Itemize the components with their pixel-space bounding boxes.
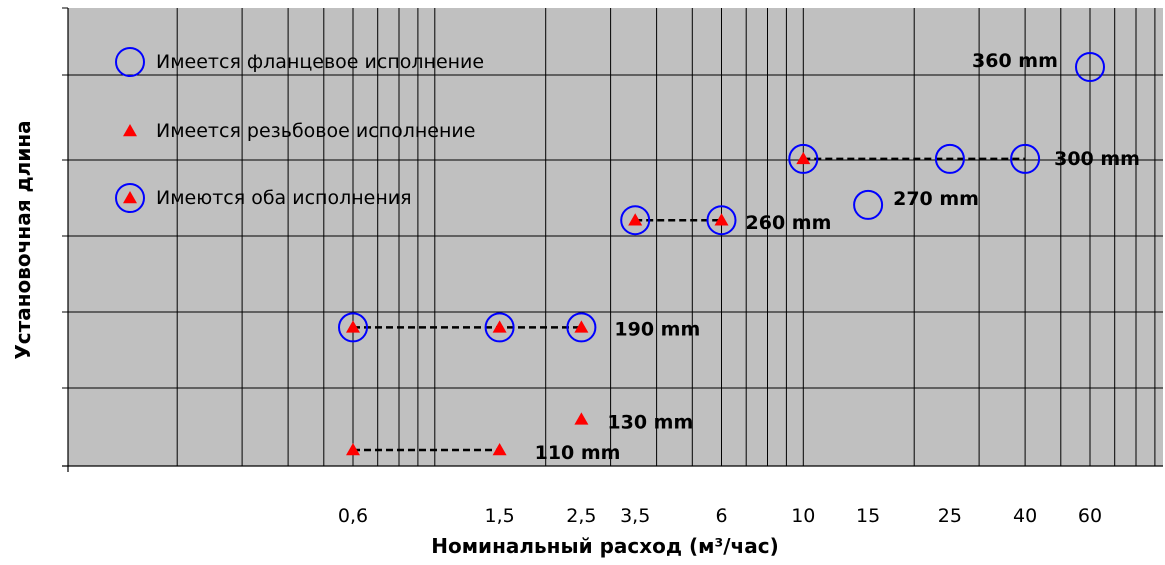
circle-marker	[706, 205, 737, 236]
x-tick-label: 40	[1013, 505, 1037, 527]
data-label: 360 mm	[972, 50, 1058, 72]
triangle-marker	[123, 191, 137, 204]
data-label: 270 mm	[893, 188, 979, 210]
data-label: 110 mm	[535, 442, 621, 464]
circle-marker	[566, 312, 597, 343]
triangle-marker	[574, 320, 589, 333]
data-label: 190 mm	[614, 318, 700, 340]
x-tick-label: 15	[856, 505, 880, 527]
triangle-marker	[796, 151, 811, 165]
data-label: 130 mm	[607, 411, 693, 433]
triangle-marker	[123, 124, 137, 137]
circle-marker	[484, 312, 515, 343]
circle-marker	[788, 143, 819, 174]
circle-marker	[1010, 143, 1041, 174]
legend-label: Имеются оба исполнения	[156, 187, 412, 209]
circle-marker	[1075, 52, 1105, 82]
x-tick-label: 60	[1078, 505, 1102, 527]
circle-marker	[115, 183, 145, 213]
x-tick-label: 0,6	[338, 505, 368, 527]
x-tick-label: 2,5	[566, 505, 596, 527]
circle-marker	[115, 47, 145, 77]
data-label: 260 mm	[746, 212, 832, 234]
x-tick-label: 3,5	[620, 505, 650, 527]
x-axis-title: Номинальный расход (м³/час)	[431, 534, 779, 558]
legend-label: Имеется фланцевое исполнение	[156, 51, 484, 73]
data-label: 300 mm	[1054, 148, 1140, 170]
x-tick-label: 25	[938, 505, 962, 527]
x-tick-label: 6	[715, 505, 727, 527]
plot-area	[68, 8, 1163, 466]
triangle-marker	[346, 443, 360, 456]
triangle-marker	[574, 412, 589, 425]
circle-marker	[853, 189, 884, 220]
legend-label: Имеется резьбовое исполнение	[156, 120, 475, 142]
triangle-marker	[346, 320, 360, 333]
circle-marker	[934, 143, 965, 174]
triangle-marker	[714, 213, 729, 226]
y-axis-title: Установочная длина	[11, 120, 35, 359]
triangle-marker	[492, 320, 507, 333]
x-tick-label: 10	[791, 505, 815, 527]
x-tick-label: 1,5	[484, 505, 514, 527]
circle-marker	[620, 205, 651, 236]
triangle-marker	[628, 213, 643, 226]
triangle-marker	[492, 443, 507, 456]
circle-marker	[338, 312, 368, 343]
